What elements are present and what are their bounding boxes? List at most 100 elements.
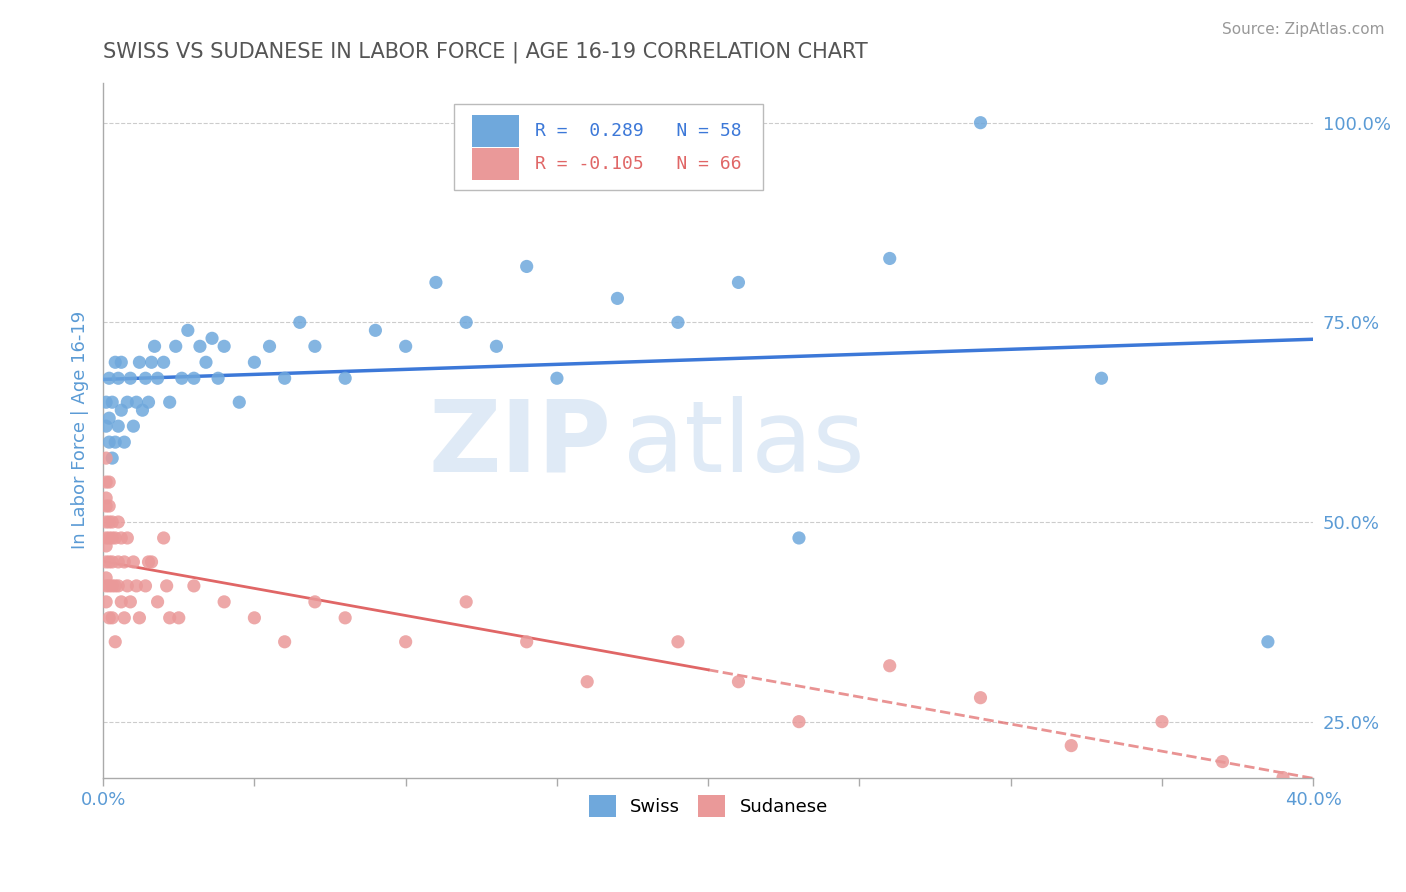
Point: [110, 403, 132, 417]
Point: [333, 611, 356, 625]
Point: [98, 435, 121, 450]
Point: [96, 579, 118, 593]
Point: [120, 595, 142, 609]
Point: [101, 579, 124, 593]
Text: Source: ZipAtlas.com: Source: ZipAtlas.com: [1222, 22, 1385, 37]
Point: [273, 371, 295, 385]
Point: [110, 355, 132, 369]
Point: [128, 611, 150, 625]
Text: SWISS VS SUDANESE IN LABOR FORCE | AGE 16-19 CORRELATION CHART: SWISS VS SUDANESE IN LABOR FORCE | AGE 1…: [103, 42, 868, 63]
Point: [1060, 739, 1083, 753]
Text: R =  0.289   N = 58: R = 0.289 N = 58: [536, 122, 742, 140]
Point: [96, 451, 118, 466]
Point: [101, 451, 124, 466]
Point: [165, 339, 187, 353]
Point: [110, 595, 132, 609]
Point: [112, 611, 135, 625]
Point: [117, 395, 139, 409]
Point: [170, 371, 193, 385]
Point: [1257, 635, 1279, 649]
Point: [98, 475, 121, 489]
Point: [122, 419, 145, 434]
Point: [288, 315, 311, 329]
Point: [666, 635, 689, 649]
Point: [201, 331, 224, 345]
Point: [101, 531, 124, 545]
Point: [333, 371, 356, 385]
Point: [576, 674, 599, 689]
Point: [107, 371, 129, 385]
Point: [98, 499, 121, 513]
Point: [1150, 714, 1173, 729]
Text: atlas: atlas: [623, 395, 865, 492]
Point: [212, 339, 235, 353]
Point: [122, 555, 145, 569]
Point: [117, 531, 139, 545]
Point: [112, 555, 135, 569]
Point: [134, 579, 156, 593]
Point: [101, 515, 124, 529]
Point: [104, 531, 127, 545]
Point: [159, 611, 181, 625]
Point: [96, 539, 118, 553]
Point: [98, 371, 121, 385]
Point: [273, 635, 295, 649]
Point: [167, 611, 190, 625]
Point: [98, 579, 121, 593]
Point: [516, 635, 538, 649]
Point: [120, 371, 142, 385]
Point: [96, 555, 118, 569]
Point: [243, 611, 266, 625]
Point: [125, 395, 148, 409]
Point: [207, 371, 229, 385]
Point: [141, 355, 163, 369]
Point: [183, 579, 205, 593]
Point: [104, 579, 127, 593]
Point: [212, 595, 235, 609]
Point: [485, 339, 508, 353]
Point: [456, 315, 478, 329]
Point: [107, 555, 129, 569]
Point: [141, 555, 163, 569]
Point: [96, 571, 118, 585]
Point: [96, 491, 118, 505]
Point: [879, 658, 901, 673]
Point: [143, 339, 166, 353]
Point: [364, 323, 387, 337]
Point: [101, 555, 124, 569]
Point: [183, 371, 205, 385]
Point: [546, 371, 568, 385]
Point: [787, 531, 810, 545]
FancyBboxPatch shape: [454, 103, 762, 191]
Point: [96, 531, 118, 545]
Point: [107, 515, 129, 529]
Y-axis label: In Labor Force | Age 16-19: In Labor Force | Age 16-19: [72, 311, 89, 549]
Point: [101, 611, 124, 625]
Text: ZIP: ZIP: [429, 395, 612, 492]
Point: [516, 260, 538, 274]
Point: [195, 355, 218, 369]
Point: [228, 395, 250, 409]
Point: [666, 315, 689, 329]
Point: [304, 595, 326, 609]
Point: [146, 595, 169, 609]
Point: [104, 435, 127, 450]
Point: [110, 531, 132, 545]
Point: [259, 339, 281, 353]
Point: [98, 515, 121, 529]
Point: [1272, 771, 1295, 785]
Point: [879, 252, 901, 266]
Point: [152, 531, 174, 545]
Point: [96, 475, 118, 489]
Point: [128, 355, 150, 369]
Point: [787, 714, 810, 729]
Point: [104, 635, 127, 649]
Point: [152, 355, 174, 369]
Point: [98, 555, 121, 569]
Point: [112, 435, 135, 450]
Point: [177, 323, 200, 337]
Point: [727, 276, 749, 290]
Point: [96, 395, 118, 409]
Point: [727, 674, 749, 689]
Point: [96, 419, 118, 434]
